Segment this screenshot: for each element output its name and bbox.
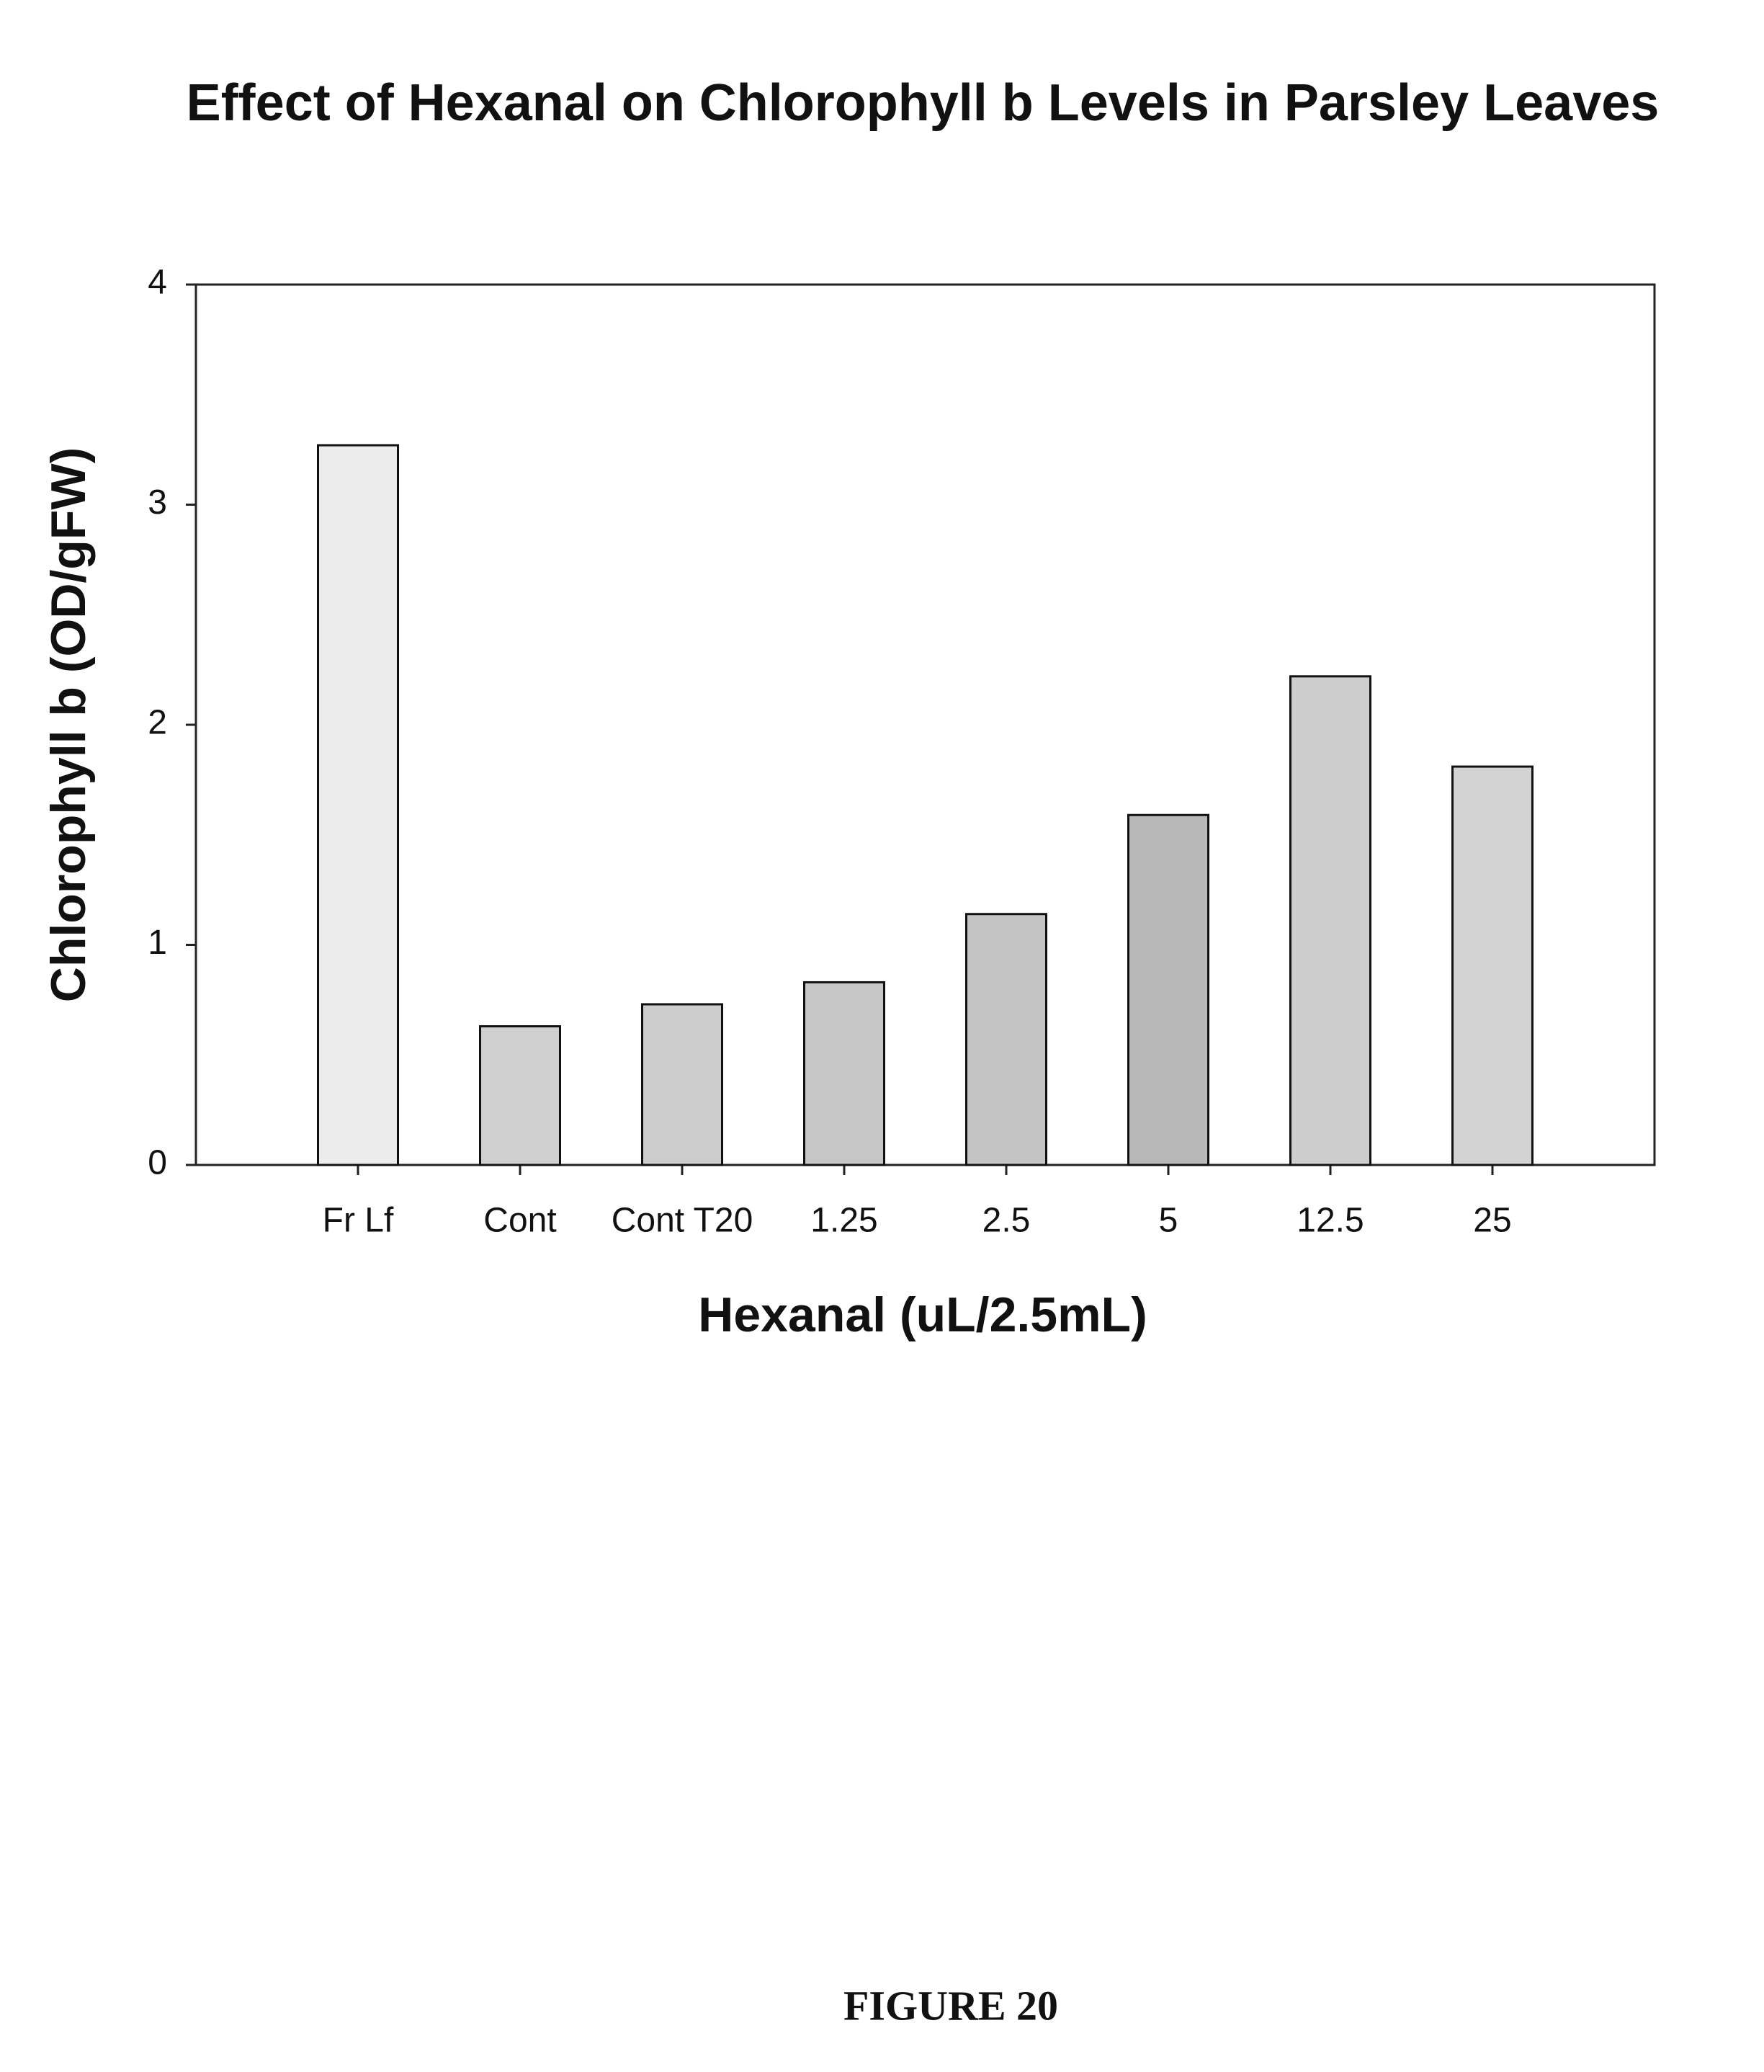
chart: Effect of Hexanal on Chlorophyll b Level… <box>0 0 1764 2072</box>
x-axis-label: Hexanal (uL/2.5mL) <box>698 1287 1147 1342</box>
y-tick-label: 4 <box>148 264 167 302</box>
x-tick-label: Cont <box>483 1202 556 1240</box>
bar <box>1129 815 1209 1165</box>
y-tick-label: 2 <box>148 704 167 742</box>
x-tick-label: 12.5 <box>1297 1202 1364 1240</box>
x-tick-label: Fr Lf <box>323 1202 394 1240</box>
figure-caption: FIGURE 20 <box>843 1982 1058 2029</box>
x-tick-label: 2.5 <box>982 1202 1031 1240</box>
y-tick-label: 0 <box>148 1144 167 1182</box>
y-tick-label: 1 <box>148 924 167 962</box>
bar <box>480 1027 560 1165</box>
y-tick-label: 3 <box>148 483 167 522</box>
x-tick-label: 5 <box>1159 1202 1178 1240</box>
bar <box>967 914 1047 1165</box>
bar <box>643 1004 722 1165</box>
bar <box>805 982 885 1165</box>
bar <box>318 445 398 1165</box>
x-tick-label: 25 <box>1473 1202 1511 1240</box>
bar <box>1453 767 1533 1165</box>
y-axis-label: Chlorophyll b (OD/gFW) <box>41 447 96 1003</box>
chart-title: Effect of Hexanal on Chlorophyll b Level… <box>187 74 1660 132</box>
plot-frame <box>196 285 1655 1165</box>
x-tick-label: 1.25 <box>810 1202 877 1240</box>
bar <box>1291 676 1371 1165</box>
page: Effect of Hexanal on Chlorophyll b Level… <box>0 0 1764 2072</box>
x-tick-label: Cont T20 <box>612 1202 753 1240</box>
